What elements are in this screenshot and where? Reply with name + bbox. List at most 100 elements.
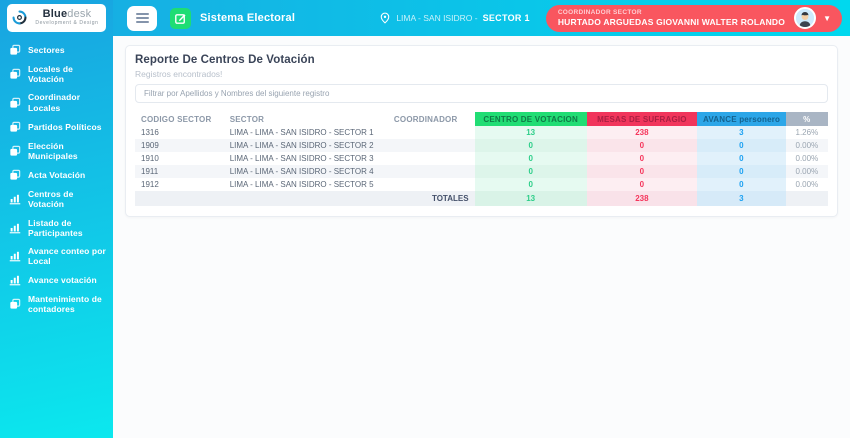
bar-chart-icon [9,193,21,205]
col-centro-votacion: CENTRO DE VOTACION [474,112,587,126]
menu-toggle-button[interactable] [127,5,157,31]
col-sector: SECTOR [229,114,265,124]
cell-avance: 0 [696,178,786,191]
table-row: 1912 LIMA - LIMA - SAN ISIDRO - SECTOR 5 0… [135,178,828,191]
copy-icon [9,121,21,133]
sidebar-item-coordinador-locales[interactable]: Coordinador Locales [0,88,113,116]
totals-row: TOTALES 13 238 3 [135,191,828,206]
col-coordinador: COORDINADOR [393,114,458,124]
cell-mesas: 238 [586,126,697,139]
copy-icon [9,68,21,80]
hamburger-icon [135,13,149,15]
cell-codigo: 1912 [141,180,159,189]
user-role: COORDINADOR SECTOR [557,8,642,16]
brand-name: Bluedesk [42,7,92,20]
sidebar-item-partidos-politicos[interactable]: Partidos Políticos [0,117,113,137]
cell-coordinador [376,165,475,178]
cell-codigo: 1909 [135,139,224,152]
total-mesas: 238 [586,191,697,206]
cell-mesas: 0 [586,165,697,178]
table-header-row: CODIGO SECTOR SECTOR COORDINADOR CENTRO … [135,112,828,126]
cell-centro: 0 [474,139,587,152]
records-found-label: Registros encontrados! [135,69,223,79]
sidebar-item-sectores[interactable]: Sectores [0,40,113,60]
cell-centro: 0 [474,178,587,191]
sidebar-item-mantenimiento-de-contadores[interactable]: Mantenimiento de contadores [0,290,113,318]
cell-sector: LIMA - LIMA - SAN ISIDRO - SECTOR 3 [229,154,374,163]
table-row: 1910 LIMA - LIMA - SAN ISIDRO - SECTOR 3 0… [135,152,828,165]
cell-avance: 0 [696,165,786,178]
bar-chart-icon [9,274,21,286]
sidebar-item-centros-de-votacion[interactable]: Centros de Votación [0,185,113,213]
page-title: Reporte De Centros De Votación [135,54,315,66]
report-table: CODIGO SECTOR SECTOR COORDINADOR CENTRO … [135,112,828,206]
user-menu-button[interactable]: COORDINADOR SECTOR HURTADO ARGUEDAS GIOV… [545,4,842,32]
col-avance-personero: AVANCE personero [696,112,786,126]
filter-input[interactable] [135,84,828,103]
cell-mesas: 0 [586,178,697,191]
cell-coordinador [377,178,475,191]
report-card: Reporte De Centros De Votación Registros… [125,45,838,217]
bar-chart-icon [9,222,21,234]
cell-avance: 0 [696,152,786,165]
copy-icon [9,145,21,157]
location-sector: SECTOR 1 [482,13,530,23]
bluedesk-logo-icon [12,10,27,25]
sidebar: Bluedesk Development & Design Sectores Lo… [0,0,113,438]
cell-codigo: 1316 [141,128,159,137]
chevron-down-icon: ▼ [823,13,831,23]
cell-coordinador [377,126,475,139]
cell-avance: 0 [696,139,786,152]
sidebar-item-avance-votacion[interactable]: Avance votación [0,270,113,290]
cell-pct: 0.00% [795,154,819,163]
cell-centro: 13 [474,126,587,139]
cell-coordinador [376,139,475,152]
brand-logo[interactable]: Bluedesk Development & Design [7,4,106,32]
cell-pct: 0.00% [785,139,828,152]
cell-pct: 0.00% [785,165,828,178]
bar-chart-icon [9,250,21,262]
total-centro: 13 [474,191,587,206]
copy-icon [9,44,21,56]
cell-sector: LIMA - LIMA - SAN ISIDRO - SECTOR 5 [229,180,374,189]
table-row: 1911 LIMA - LIMA - SAN ISIDRO - SECTOR 4 0… [135,165,828,178]
col-codigo-sector: CODIGO SECTOR [141,114,212,124]
cell-codigo: 1911 [135,165,224,178]
location-text: LIMA - SAN ISIDRO - [396,13,478,23]
cell-centro: 0 [474,152,587,165]
col-percent: % [785,112,828,126]
top-header: Sistema Electoral LIMA - SAN ISIDRO - SE… [0,0,850,36]
sidebar-item-acta-votacion[interactable]: Acta Votación [0,165,113,185]
copy-icon [9,169,21,181]
cell-coordinador [377,152,475,165]
cell-sector: LIMA - LIMA - SAN ISIDRO - SECTOR 4 [223,165,377,178]
user-name: HURTADO ARGUEDAS GIOVANNI WALTER ROLANDO [557,16,786,27]
avatar [794,7,817,29]
col-mesas-sufragio: MESAS DE SUFRAGIO [586,112,697,126]
cell-avance: 3 [696,126,786,139]
copy-icon [9,97,21,109]
cell-mesas: 0 [586,139,697,152]
main-content: Reporte De Centros De Votación Registros… [113,36,850,438]
cell-mesas: 0 [586,152,697,165]
brand-tagline: Development & Design [35,20,99,27]
cell-pct: 1.26% [795,128,819,137]
cell-pct: 0.00% [795,180,819,189]
table-row: 1316 LIMA - LIMA - SAN ISIDRO - SECTOR 1 1… [135,126,828,139]
copy-icon [9,298,21,310]
cell-sector: LIMA - LIMA - SAN ISIDRO - SECTOR 1 [229,128,374,137]
sidebar-nav: Sectores Locales de Votación Coordinador L… [0,40,113,319]
location-indicator: LIMA - SAN ISIDRO - SECTOR 1 [379,12,530,24]
sidebar-item-listado-de-participantes[interactable]: Listado de Participantes [0,214,113,242]
table-row: 1909 LIMA - LIMA - SAN ISIDRO - SECTOR 2 0… [135,139,828,152]
map-pin-icon [381,12,390,24]
sidebar-item-avance-conteo-por-local[interactable]: Avance conteo por Local [0,242,113,270]
edit-square-icon [170,7,191,29]
cell-sector: LIMA - LIMA - SAN ISIDRO - SECTOR 2 [223,139,377,152]
sidebar-item-locales-de-votacion[interactable]: Locales de Votación [0,60,113,88]
cell-centro: 0 [474,165,587,178]
cell-codigo: 1910 [141,154,159,163]
totals-label: TOTALES [376,191,475,206]
sidebar-item-eleccion-municipales[interactable]: Elección Municipales [0,137,113,165]
